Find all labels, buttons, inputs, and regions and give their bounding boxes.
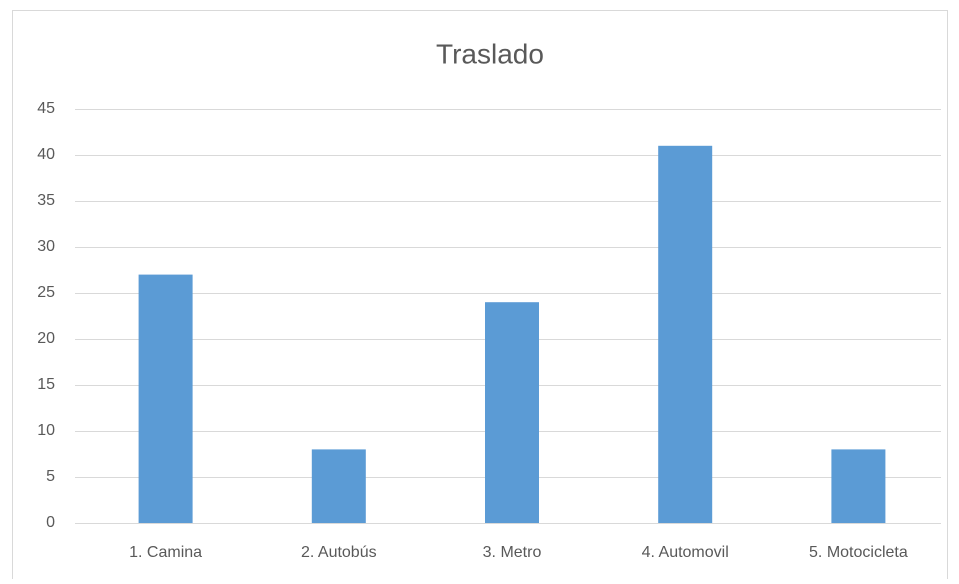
bar: [138, 274, 193, 523]
x-tick-label: 2. Autobús: [301, 544, 377, 561]
x-tick-label: 3. Metro: [483, 544, 542, 561]
y-tick-label: 30: [37, 238, 55, 255]
x-tick-label: 1. Camina: [129, 544, 202, 561]
y-tick-label: 10: [37, 422, 55, 439]
bar: [485, 302, 539, 523]
bar: [311, 449, 366, 523]
bar: [658, 145, 713, 524]
y-tick-label: 5: [46, 468, 55, 485]
y-tick-label: 20: [37, 330, 55, 347]
y-tick-label: 25: [37, 284, 55, 301]
x-tick-label: 5. Motocicleta: [809, 544, 908, 561]
chart-title: Traslado: [436, 38, 544, 69]
y-tick-label: 40: [37, 146, 55, 163]
y-tick-label: 15: [37, 376, 55, 393]
y-tick-label: 35: [37, 192, 55, 209]
y-tick-label: 0: [46, 514, 55, 531]
y-tick-label: 45: [37, 100, 55, 117]
bar: [831, 449, 886, 523]
x-tick-label: 4. Automovil: [642, 544, 729, 561]
